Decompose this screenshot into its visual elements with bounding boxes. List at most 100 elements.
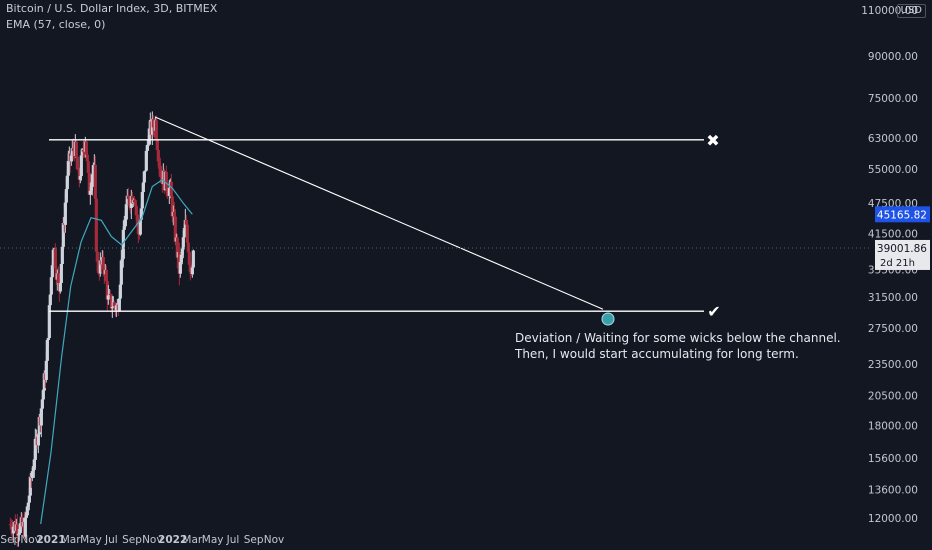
candle-body <box>118 284 122 299</box>
candle-body <box>42 373 46 391</box>
currency-label[interactable]: USD <box>896 4 926 18</box>
candle-body <box>183 219 187 231</box>
candle-body <box>23 517 27 537</box>
candle-body <box>109 294 113 309</box>
candle-body <box>86 161 90 173</box>
candle-body <box>32 459 36 468</box>
candle-body <box>11 526 15 534</box>
candle-body <box>49 277 53 295</box>
candle-body <box>65 175 69 190</box>
candle-body <box>178 261 182 274</box>
candle-body <box>155 140 159 150</box>
time-tick-label: Mar <box>182 534 202 546</box>
candle-body <box>187 251 191 265</box>
candle-body <box>45 339 49 361</box>
price-tick-label: 13600.00 <box>868 485 918 497</box>
candle-body <box>123 219 127 227</box>
candle-body <box>53 248 57 269</box>
candle-body <box>37 416 41 435</box>
candle-body <box>74 141 78 158</box>
candle-body <box>130 195 134 204</box>
candle-body <box>20 517 24 527</box>
candle-body <box>25 506 29 516</box>
candle-body <box>132 199 136 203</box>
price-tick-label: 18000.00 <box>868 420 918 432</box>
candle-body <box>66 161 70 176</box>
candle-body <box>84 141 88 155</box>
candle-body <box>50 265 54 278</box>
candle-body <box>17 532 21 535</box>
candle-body <box>78 176 82 180</box>
ema-legend[interactable]: EMA (57, close, 0) <box>6 18 106 31</box>
candle-body <box>181 237 185 250</box>
candle-body <box>39 408 43 426</box>
candle-body <box>114 305 118 311</box>
candle-body <box>159 175 163 177</box>
candle-body <box>70 148 74 156</box>
candle-body <box>88 190 92 195</box>
annotation-line-2: Then, I would start accumulating for lon… <box>515 347 799 361</box>
candle-body <box>126 195 130 200</box>
ema-price-value: 45165.82 <box>877 209 927 221</box>
price-tick-label: 20500.00 <box>868 390 918 402</box>
candle-body <box>77 169 81 180</box>
candle-body <box>27 495 31 503</box>
price-tick-label: 12000.00 <box>868 513 918 525</box>
candle-body <box>58 282 62 292</box>
candle-body <box>147 128 151 145</box>
candle-body <box>190 267 194 275</box>
candle-body <box>151 119 155 128</box>
candle-body <box>28 476 32 496</box>
time-tick-label: 2022 <box>158 534 187 546</box>
candle-body <box>71 148 75 152</box>
candle-body <box>94 198 98 252</box>
candle-body <box>179 254 183 262</box>
time-tick-label: Sep <box>0 534 20 546</box>
candle-body <box>90 174 94 187</box>
candle-body <box>26 502 30 507</box>
price-tick-label: 31500.00 <box>868 292 918 304</box>
time-tick-label: Nov <box>264 534 285 546</box>
time-tick-label: Jul <box>104 534 118 546</box>
candle-body <box>82 151 86 153</box>
candle-body <box>134 205 138 215</box>
time-tick-label: Sep <box>244 534 264 546</box>
last-price-value: 39001.86 <box>877 243 927 255</box>
candle-body <box>18 523 22 533</box>
last-price-tag <box>875 239 930 270</box>
candle-body <box>122 226 126 230</box>
candle-body <box>164 171 168 190</box>
candle-body <box>191 250 195 268</box>
candle-body <box>135 214 139 220</box>
candle-body <box>146 144 150 146</box>
candle-body <box>36 434 40 446</box>
candle-body <box>144 150 148 171</box>
candle-body <box>165 189 169 194</box>
trend-line <box>155 116 604 310</box>
candle-body <box>175 237 179 258</box>
candle-body <box>101 256 105 270</box>
candle-body <box>106 295 110 300</box>
candle-body <box>167 187 171 196</box>
candle-body <box>61 223 65 247</box>
candle-body <box>40 399 44 409</box>
candle-body <box>120 258 124 261</box>
bar-countdown: 2d 21h <box>880 258 915 269</box>
candle-body <box>133 202 137 206</box>
candle-body <box>154 120 158 141</box>
candle-body <box>188 264 192 273</box>
ema-line <box>40 179 193 525</box>
candle-body <box>64 189 68 203</box>
symbol-legend[interactable]: Bitcoin / U.S. Dollar Index, 3D, BITMEX <box>6 2 218 15</box>
candle-body <box>169 181 173 197</box>
candle-body <box>80 150 84 156</box>
price-tick-label: 23500.00 <box>868 359 918 371</box>
candle-body <box>170 196 174 217</box>
candle-body <box>96 261 100 271</box>
annotation-line-1: Deviation / Waiting for some wicks below… <box>515 331 841 345</box>
candle-body <box>60 246 64 264</box>
candle-body <box>81 150 85 152</box>
candle-body <box>33 438 37 460</box>
check-mark: ✔ <box>707 302 720 321</box>
